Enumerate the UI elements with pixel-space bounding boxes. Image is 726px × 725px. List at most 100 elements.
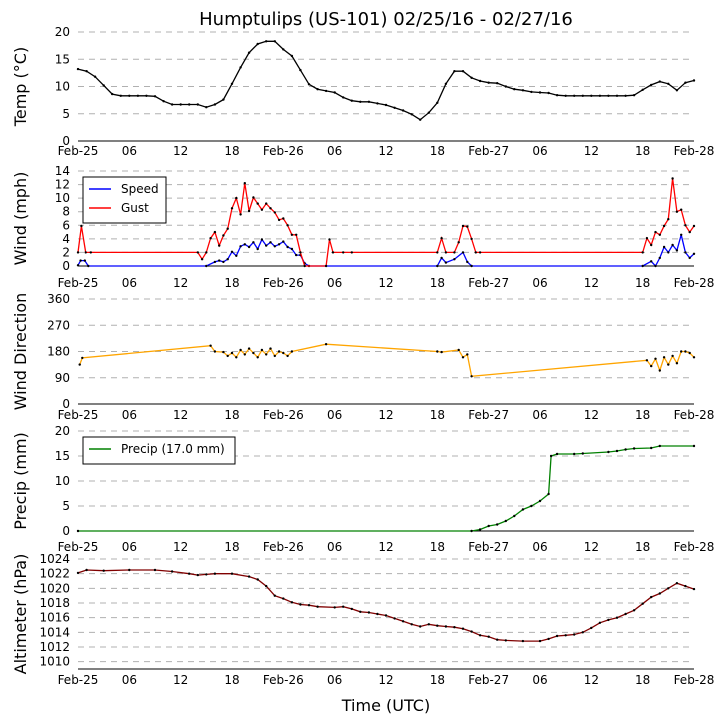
data-point	[650, 364, 653, 368]
data-point	[410, 623, 413, 626]
data-point	[324, 343, 328, 346]
x-tick-label: Feb-25	[58, 540, 99, 554]
x-tick-label: 12	[173, 673, 188, 687]
data-point	[213, 230, 217, 234]
data-point	[153, 568, 157, 572]
legend-label: Precip (17.0 mm)	[121, 442, 225, 456]
data-point	[222, 234, 225, 237]
data-point	[466, 353, 469, 356]
data-point	[650, 243, 653, 247]
data-point	[658, 233, 661, 236]
x-tick-label: 12	[173, 540, 188, 554]
data-point	[218, 259, 221, 262]
data-point	[290, 54, 294, 58]
x-tick-label: Feb-28	[674, 673, 715, 687]
data-point	[564, 94, 567, 98]
x-tick-label: Feb-26	[263, 540, 304, 554]
x-tick-label: 12	[378, 408, 393, 422]
data-point	[235, 356, 238, 359]
data-point	[81, 356, 84, 360]
data-point	[286, 354, 289, 358]
y-tick-label: 6	[62, 218, 70, 232]
data-point	[598, 621, 602, 624]
y-tick-label: 5	[62, 499, 70, 513]
y-axis-label: Temp (°C)	[11, 47, 30, 127]
data-point	[213, 260, 217, 264]
data-point	[213, 572, 217, 575]
data-point	[671, 243, 674, 247]
x-tick-label: 06	[532, 276, 547, 290]
data-point	[573, 452, 576, 456]
data-point	[662, 245, 666, 249]
data-point	[555, 634, 559, 638]
y-tick-label: 1012	[39, 640, 70, 654]
data-point	[273, 354, 276, 358]
data-point	[680, 233, 683, 236]
data-point	[367, 100, 371, 104]
y-tick-label: 20	[55, 424, 70, 438]
data-point	[128, 94, 131, 98]
data-point	[277, 350, 281, 353]
data-point	[504, 639, 507, 642]
data-point	[549, 454, 553, 458]
data-point	[692, 356, 696, 359]
data-point	[692, 79, 696, 82]
data-point	[487, 81, 490, 84]
data-point	[145, 94, 148, 98]
data-point	[538, 499, 542, 503]
legend-precip: Precip (17.0 mm)	[82, 436, 236, 465]
x-tick-label: 18	[430, 144, 445, 158]
data-point	[675, 249, 679, 252]
x-tick-label: 06	[532, 673, 547, 687]
data-point	[384, 614, 388, 617]
data-point	[521, 89, 525, 92]
data-point	[470, 264, 473, 268]
data-point	[624, 94, 627, 98]
data-point	[590, 94, 593, 98]
data-point	[282, 217, 285, 220]
data-point	[440, 350, 443, 354]
data-point	[102, 84, 105, 87]
data-point	[470, 237, 473, 241]
data-point	[641, 251, 644, 254]
y-tick-label: 10	[55, 80, 70, 94]
data-point	[247, 245, 251, 249]
data-point	[615, 94, 619, 98]
data-point	[410, 113, 413, 116]
data-point	[688, 256, 691, 260]
data-point	[461, 251, 465, 254]
data-point	[436, 624, 439, 627]
data-point	[333, 606, 336, 609]
x-tick-label: Feb-26	[263, 144, 304, 158]
data-point	[615, 449, 619, 453]
data-point	[650, 446, 653, 450]
data-point	[662, 224, 666, 228]
data-point	[209, 237, 212, 240]
x-tick-label: 06	[122, 673, 137, 687]
data-point	[196, 251, 199, 254]
x-tick-label: Feb-28	[674, 540, 715, 554]
series-line-dir-0	[79, 343, 695, 378]
data-point	[295, 253, 298, 257]
data-point	[342, 96, 345, 99]
data-point	[367, 611, 371, 614]
y-tick-label: 1022	[39, 567, 70, 581]
data-point	[265, 202, 268, 205]
x-tick-label: Feb-25	[58, 276, 99, 290]
data-point	[598, 94, 602, 98]
data-point	[342, 251, 345, 254]
data-point	[688, 351, 691, 355]
data-point	[658, 444, 661, 448]
data-point	[243, 243, 246, 246]
x-tick-label: Feb-28	[674, 408, 715, 422]
data-point	[76, 67, 80, 71]
data-point	[573, 633, 576, 636]
data-point	[205, 106, 208, 109]
data-point	[324, 264, 328, 268]
data-point	[538, 639, 542, 643]
data-point	[684, 251, 687, 254]
data-point	[474, 251, 477, 254]
x-tick-label: 12	[378, 540, 393, 554]
data-point	[444, 251, 448, 254]
data-point	[273, 245, 276, 248]
